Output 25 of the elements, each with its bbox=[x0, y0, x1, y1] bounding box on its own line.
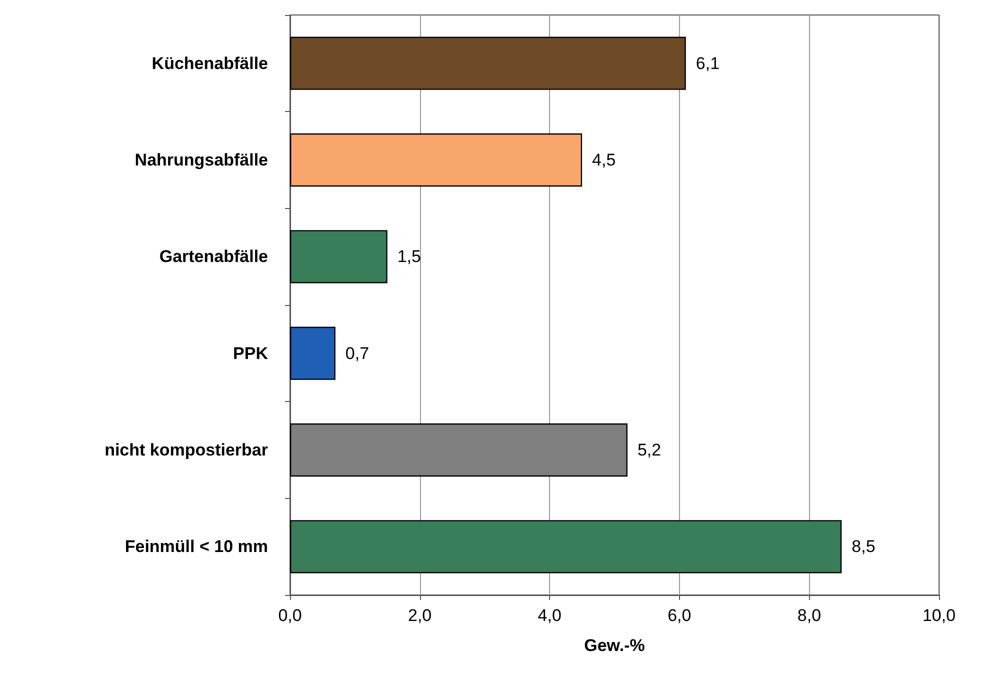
y-tick-label: Gartenabfälle bbox=[159, 247, 268, 266]
data-label: 4,5 bbox=[592, 150, 616, 170]
bar bbox=[290, 520, 842, 574]
x-axis-title: Gew.-% bbox=[584, 636, 645, 655]
data-label: 1,5 bbox=[397, 247, 421, 266]
x-tick-label: 10,0 bbox=[922, 606, 956, 625]
bar bbox=[290, 423, 628, 477]
data-label: 0,7 bbox=[345, 344, 370, 363]
x-tick-label: 0,0 bbox=[278, 606, 302, 625]
x-tick-label: 6,0 bbox=[668, 606, 692, 625]
bar bbox=[290, 133, 582, 187]
x-tick-label: 4,0 bbox=[538, 606, 562, 625]
bar bbox=[290, 230, 388, 284]
y-tick-label: Küchenabfälle bbox=[152, 54, 268, 73]
bar bbox=[290, 36, 686, 90]
data-label: 8,5 bbox=[852, 537, 876, 556]
x-tick-label: 8,0 bbox=[797, 606, 822, 625]
y-tick-label: Nahrungsabfälle bbox=[134, 150, 268, 170]
data-label: 5,2 bbox=[637, 440, 662, 460]
x-tick-label: 2,0 bbox=[408, 606, 432, 625]
y-tick-label: PPK bbox=[233, 344, 269, 363]
y-tick-label: Feinmüll < 10 mm bbox=[124, 537, 268, 556]
bar bbox=[290, 326, 336, 380]
y-tick-label: nicht kompostierbar bbox=[104, 440, 268, 460]
data-label: 6,1 bbox=[696, 54, 720, 73]
